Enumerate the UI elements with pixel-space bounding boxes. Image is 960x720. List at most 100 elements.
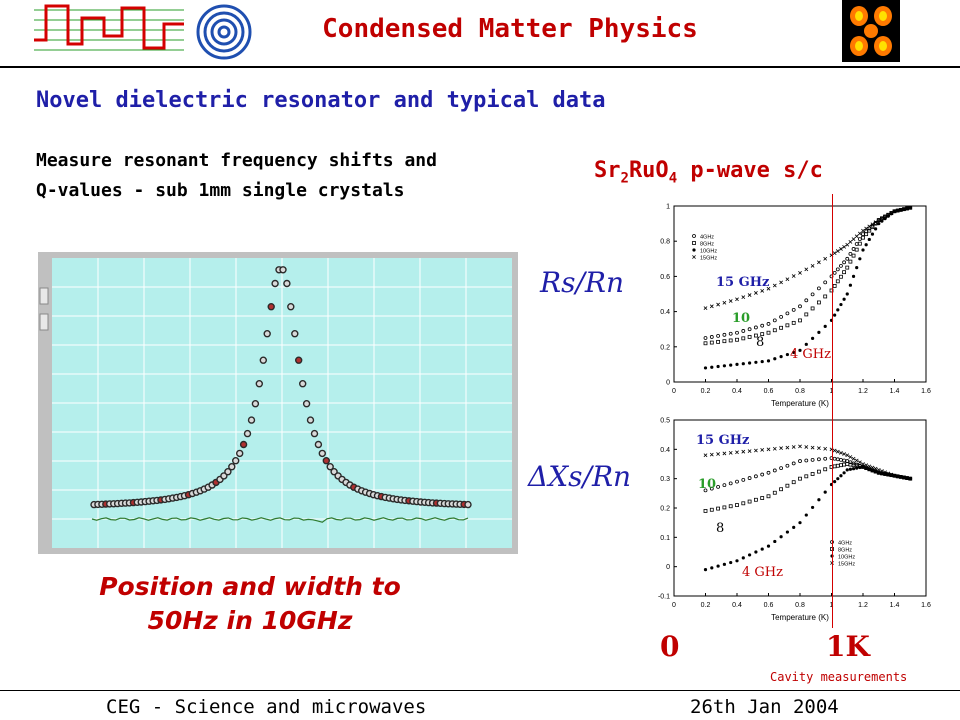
data-point bbox=[735, 503, 739, 507]
data-point bbox=[779, 466, 784, 471]
x-tick-label: 0 bbox=[672, 602, 676, 609]
data-point bbox=[709, 486, 714, 491]
x-tick-label: 0 bbox=[672, 388, 676, 395]
data-point bbox=[905, 476, 909, 480]
data-point bbox=[709, 340, 714, 345]
formula-rest: p-wave s/c bbox=[677, 158, 823, 183]
material-label: Sr2RuO4 p-wave s/c bbox=[594, 158, 823, 186]
data-point bbox=[729, 363, 733, 367]
data-point bbox=[861, 248, 865, 252]
y-tick-label: 0.3 bbox=[660, 476, 670, 483]
data-point bbox=[810, 472, 815, 476]
data-point bbox=[829, 288, 834, 293]
data-point bbox=[791, 320, 796, 325]
data-point bbox=[772, 328, 777, 333]
data-point bbox=[908, 206, 912, 210]
data-point bbox=[867, 226, 872, 231]
resonance-point bbox=[314, 440, 323, 449]
data-point bbox=[785, 530, 789, 534]
data-point bbox=[741, 295, 746, 300]
data-point bbox=[798, 304, 802, 309]
data-point bbox=[798, 270, 802, 275]
data-point bbox=[798, 476, 802, 481]
y-tick-label: 0.8 bbox=[660, 239, 670, 246]
rs-label-10: 10 bbox=[732, 311, 750, 326]
data-point bbox=[861, 235, 865, 240]
data-point bbox=[851, 247, 856, 251]
xs-label-4ghz: 4 GHz bbox=[742, 565, 783, 580]
data-point bbox=[823, 294, 828, 299]
data-point bbox=[857, 237, 862, 241]
data-point bbox=[773, 357, 777, 361]
data-point bbox=[833, 480, 837, 484]
y-tick-label: 0.1 bbox=[660, 535, 670, 542]
rs-rn-label: Rs/Rn bbox=[540, 266, 624, 299]
data-point bbox=[760, 496, 765, 500]
legend-label: 4GHz bbox=[700, 235, 714, 241]
data-point bbox=[760, 288, 765, 293]
data-point bbox=[833, 313, 837, 317]
data-point bbox=[810, 306, 815, 311]
data-point bbox=[779, 535, 783, 539]
field-pattern-icon bbox=[842, 0, 900, 62]
slide-subtitle: Novel dielectric resonator and typical d… bbox=[36, 88, 606, 113]
data-point bbox=[735, 479, 739, 484]
data-point bbox=[854, 247, 859, 252]
data-point bbox=[747, 327, 752, 332]
formula-part-b: RuO bbox=[628, 158, 669, 183]
data-point bbox=[703, 488, 708, 493]
data-point bbox=[798, 444, 802, 449]
data-point bbox=[779, 355, 783, 359]
x-tick-label: 0.6 bbox=[764, 388, 774, 395]
data-point bbox=[864, 466, 868, 470]
data-point bbox=[873, 221, 878, 226]
data-point bbox=[810, 445, 815, 450]
data-point bbox=[722, 451, 727, 456]
resonance-caption-line-2: 50Hz in 10GHz bbox=[147, 606, 353, 635]
x-tick-label: 0.2 bbox=[701, 388, 711, 395]
noise-trace bbox=[91, 517, 469, 523]
rs-label-15ghz: 15 GHz bbox=[716, 275, 769, 290]
data-point bbox=[779, 446, 783, 451]
data-point bbox=[874, 470, 878, 474]
data-point bbox=[804, 312, 809, 317]
x-tick-label: 1.2 bbox=[858, 388, 868, 395]
data-point bbox=[772, 283, 777, 288]
resonance-point bbox=[251, 399, 260, 408]
data-point bbox=[848, 283, 852, 287]
data-point bbox=[703, 568, 708, 572]
data-point bbox=[728, 504, 733, 509]
x-tick-label: 1.4 bbox=[890, 602, 900, 609]
data-point bbox=[839, 274, 843, 279]
y-tick-label: 0.6 bbox=[660, 274, 670, 281]
data-point bbox=[823, 280, 828, 285]
data-point bbox=[760, 323, 765, 328]
data-point bbox=[804, 298, 809, 303]
data-point bbox=[851, 456, 856, 461]
x-tick-label: 1.6 bbox=[921, 388, 931, 395]
data-point bbox=[842, 452, 846, 456]
data-point bbox=[716, 506, 720, 511]
data-point bbox=[810, 457, 815, 462]
resonance-plot bbox=[38, 252, 518, 554]
resonance-point bbox=[255, 379, 264, 388]
resonance-point bbox=[326, 462, 334, 471]
data-point bbox=[896, 208, 900, 213]
data-point bbox=[902, 207, 906, 211]
data-point bbox=[817, 260, 821, 265]
data-point bbox=[772, 490, 777, 495]
y-tick-label: 0.4 bbox=[660, 447, 670, 454]
xs-plot: 00.20.40.60.811.21.41.6-0.100.10.20.30.4… bbox=[658, 418, 931, 623]
resonance-point bbox=[291, 329, 299, 338]
data-point bbox=[754, 333, 758, 338]
data-point bbox=[722, 505, 727, 510]
y-tick-label: 0 bbox=[666, 380, 670, 387]
data-point bbox=[766, 494, 771, 499]
data-point bbox=[839, 247, 843, 251]
data-point bbox=[858, 257, 862, 261]
x-tick-label: 1 bbox=[830, 602, 834, 609]
data-point bbox=[845, 242, 850, 247]
data-point bbox=[810, 263, 815, 268]
x-tick-label: 1.6 bbox=[921, 602, 931, 609]
data-point bbox=[741, 556, 745, 560]
